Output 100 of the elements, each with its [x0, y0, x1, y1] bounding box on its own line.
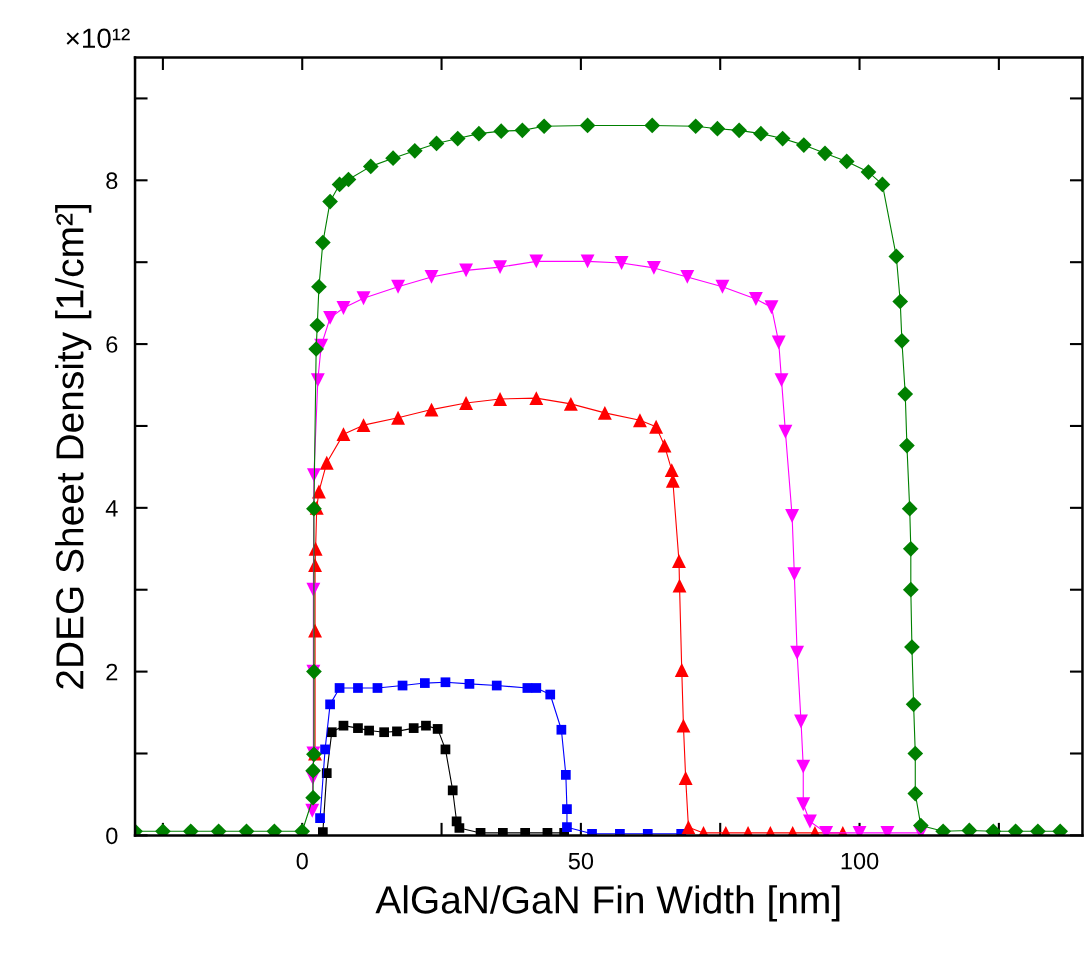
point: [785, 509, 800, 523]
point: [536, 118, 552, 135]
point: [774, 130, 791, 147]
point: [796, 797, 811, 812]
y-tick-label: 4: [105, 500, 118, 517]
point: [464, 679, 475, 689]
y-tick-label: 6: [106, 336, 118, 353]
y-tick-label: 8: [106, 172, 118, 190]
point: [421, 720, 431, 731]
y-axis-title: 2DEG Sheet Density [1/cm²]: [55, 204, 92, 689]
point: [471, 125, 487, 142]
point: [676, 718, 691, 733]
point: [902, 540, 919, 557]
point: [529, 391, 544, 406]
y-tick-label: 2: [106, 663, 118, 681]
point: [309, 317, 326, 334]
point: [314, 234, 331, 251]
point: [681, 820, 696, 835]
point: [319, 455, 334, 470]
point: [340, 171, 357, 188]
point: [493, 391, 508, 406]
point: [646, 260, 661, 275]
point: [310, 373, 325, 388]
point: [338, 720, 349, 731]
point: [579, 117, 596, 134]
point: [907, 745, 924, 762]
point: [325, 699, 335, 710]
point: [459, 263, 474, 278]
point: [326, 727, 337, 738]
point: [860, 164, 877, 180]
point: [529, 254, 544, 269]
point: [391, 279, 406, 294]
point: [315, 813, 325, 824]
point: [323, 310, 338, 325]
point: [362, 158, 379, 175]
point: [364, 725, 374, 736]
point: [392, 726, 402, 737]
point: [961, 822, 978, 836]
point: [560, 769, 571, 780]
point: [657, 438, 672, 453]
point: [633, 413, 647, 428]
point: [817, 145, 833, 162]
text: ×10¹²: [66, 28, 130, 49]
point: [440, 677, 451, 688]
point: [424, 402, 439, 417]
point: [580, 254, 595, 269]
point: [545, 689, 556, 700]
point: [356, 418, 371, 433]
point: [803, 814, 817, 829]
point: [514, 122, 531, 139]
point: [664, 463, 679, 478]
point: [308, 341, 325, 357]
point: [715, 279, 730, 294]
x-axis-title: AlGaN/GaN Fin Width [nm]: [375, 885, 840, 922]
point: [678, 771, 693, 785]
point: [311, 278, 327, 295]
point: [672, 578, 687, 593]
point: [874, 176, 891, 193]
point: [912, 817, 929, 834]
point: [790, 645, 805, 660]
point: [905, 696, 922, 713]
point: [795, 137, 812, 153]
point: [493, 260, 508, 275]
point: [897, 386, 914, 402]
point: [459, 396, 474, 410]
point: [563, 396, 578, 411]
point: [419, 678, 430, 688]
y-tick-label: 0: [106, 827, 118, 845]
point: [353, 683, 363, 693]
point: [904, 639, 920, 655]
point: [454, 823, 465, 833]
point: [449, 130, 466, 147]
point: [428, 135, 445, 152]
point: [597, 405, 612, 420]
x-tick-label: 100: [841, 852, 879, 870]
point: [320, 744, 330, 755]
point: [432, 724, 443, 734]
point: [764, 300, 779, 315]
point: [748, 292, 763, 306]
point: [680, 269, 695, 284]
point: [391, 410, 406, 425]
point: [493, 123, 510, 140]
point: [644, 117, 661, 134]
point: [336, 427, 351, 442]
point: [778, 424, 793, 439]
point: [894, 332, 910, 349]
point: [531, 683, 542, 693]
point: [491, 680, 502, 691]
point: [838, 153, 855, 170]
point: [674, 663, 689, 677]
point: [888, 248, 905, 265]
point: [305, 789, 321, 806]
point: [892, 293, 909, 310]
point: [334, 683, 345, 693]
point: [562, 804, 572, 815]
point: [774, 373, 789, 388]
point: [687, 118, 704, 135]
point: [406, 142, 423, 159]
point: [322, 193, 338, 210]
point: [787, 567, 802, 582]
